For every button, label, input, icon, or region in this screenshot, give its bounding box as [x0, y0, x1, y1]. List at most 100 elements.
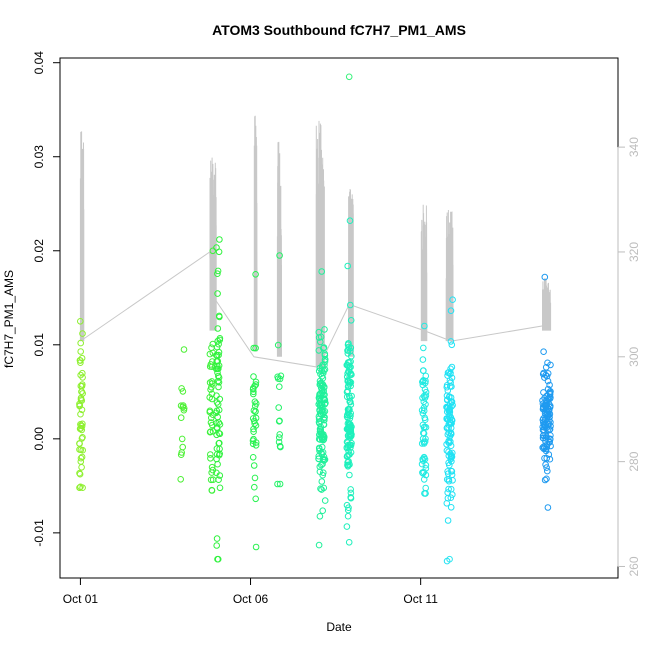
data-point [179, 403, 187, 411]
data-point [275, 438, 283, 446]
data-point [543, 407, 551, 414]
data-point [179, 388, 187, 395]
data-point [249, 415, 257, 422]
data-point [216, 236, 223, 243]
chart-title: ATOM3 Southbound fC7H7_PM1_AMS [212, 22, 466, 38]
x-tick-label: Oct 06 [233, 592, 269, 606]
data-point [422, 372, 430, 380]
data-point [319, 436, 327, 444]
data-point [419, 457, 427, 464]
data-point [79, 390, 86, 397]
y-axis: -0.01 0.00 0.01 0.02 0.03 0.04 [32, 51, 61, 547]
data-point [448, 383, 455, 390]
secondary-line-spike-5 [348, 188, 354, 357]
data-point [318, 478, 326, 485]
data-point [316, 445, 323, 453]
data-point [78, 422, 86, 430]
data-point [79, 369, 86, 377]
data-point [318, 486, 325, 493]
data-point [539, 444, 547, 451]
secondary-line-spike-8 [542, 278, 552, 331]
data-point [207, 455, 214, 462]
data-point [542, 437, 549, 445]
data-point [320, 456, 328, 463]
data-point [444, 468, 451, 475]
data-point [317, 338, 324, 346]
data-point [276, 442, 284, 450]
data-point [543, 455, 551, 462]
data-point [276, 383, 283, 391]
data-point [447, 419, 455, 427]
data-point [77, 339, 84, 347]
data-point [540, 348, 547, 356]
data-point [445, 477, 453, 485]
data-point [213, 542, 220, 549]
data-point [344, 370, 351, 377]
data-point [544, 504, 552, 511]
data-point [206, 428, 214, 436]
data-point [448, 468, 456, 475]
data-point [419, 356, 427, 363]
data-point [343, 389, 351, 396]
data-point [214, 460, 221, 468]
data-point [316, 436, 324, 443]
data-point [208, 414, 215, 422]
data-point [78, 464, 85, 471]
data-point [347, 486, 355, 493]
data-point [252, 408, 259, 415]
data-point [214, 555, 222, 563]
data-point [345, 392, 353, 400]
data-point [420, 476, 428, 483]
data-point [541, 444, 548, 451]
data-point [250, 384, 257, 392]
data-point [422, 484, 430, 492]
data-point [320, 344, 328, 351]
data-point [276, 480, 284, 488]
x-tick-label: Oct 01 [63, 592, 99, 606]
data-point [252, 543, 260, 551]
data-point [541, 476, 549, 484]
data-point [215, 379, 223, 386]
y2-axis: 260 280 300 320 340 [617, 137, 641, 577]
data-point [208, 378, 216, 385]
data-point [250, 344, 257, 352]
data-point [346, 471, 353, 479]
data-point [79, 330, 86, 337]
data-point [348, 352, 355, 360]
data-point [178, 385, 185, 392]
data-point [277, 372, 285, 380]
data-point [76, 400, 83, 408]
data-point [177, 414, 185, 422]
data-point [215, 383, 222, 391]
data-point [448, 363, 456, 371]
data-point [317, 485, 324, 493]
data-point [447, 504, 455, 511]
data-point [250, 428, 257, 436]
data-point [276, 417, 283, 425]
data-point [77, 410, 84, 418]
data-point [78, 453, 86, 461]
data-point [76, 484, 83, 492]
data-point [79, 381, 86, 388]
data-point [252, 414, 260, 422]
data-point [251, 483, 258, 491]
y-tick-label: 0.04 [32, 51, 46, 75]
data-point [345, 539, 353, 546]
data-point [347, 398, 354, 406]
data-point [345, 408, 352, 415]
data-point [447, 379, 454, 386]
data-point [347, 301, 354, 309]
data-point [317, 429, 325, 437]
secondary-line-spike-1 [209, 157, 217, 331]
data-point [321, 358, 329, 366]
plot-box [59, 57, 619, 579]
data-point [543, 372, 551, 380]
data-point [274, 480, 281, 488]
data-point [344, 461, 351, 469]
x-axis: Oct 01 Oct 06 Oct 11 [63, 577, 438, 606]
data-point [448, 453, 455, 460]
y-tick-label: 0.00 [32, 427, 46, 451]
data-point [250, 373, 257, 380]
data-point [539, 405, 547, 413]
data-point [542, 445, 550, 453]
